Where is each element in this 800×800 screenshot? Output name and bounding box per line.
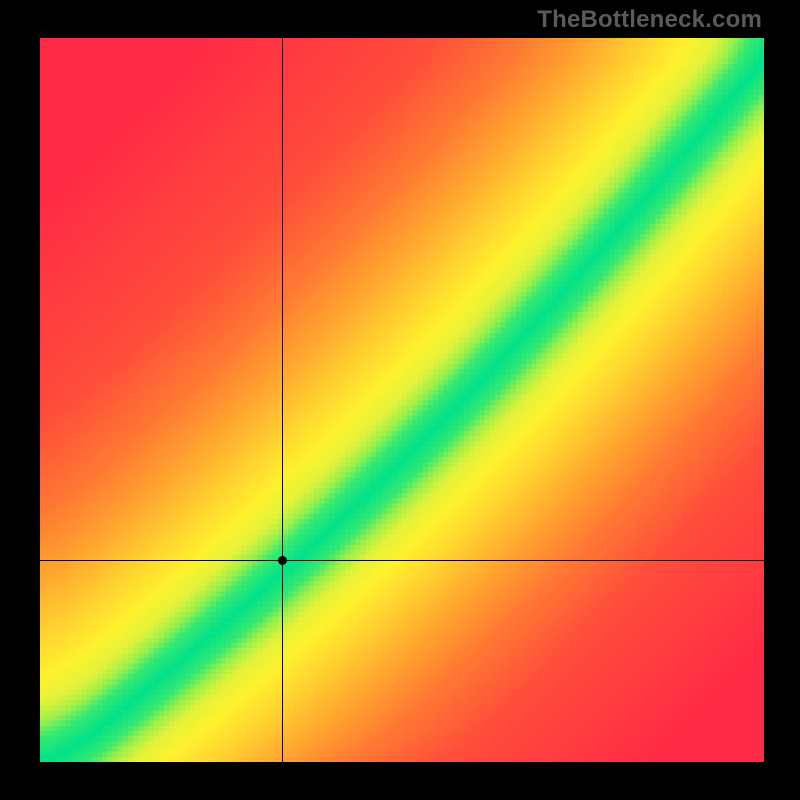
crosshair-vertical bbox=[282, 38, 283, 762]
watermark-text: TheBottleneck.com bbox=[537, 6, 762, 34]
heatmap-frame bbox=[40, 38, 764, 762]
crosshair-horizontal bbox=[40, 560, 764, 561]
chart-container: TheBottleneck.com bbox=[0, 0, 800, 800]
heatmap-canvas bbox=[40, 38, 764, 762]
